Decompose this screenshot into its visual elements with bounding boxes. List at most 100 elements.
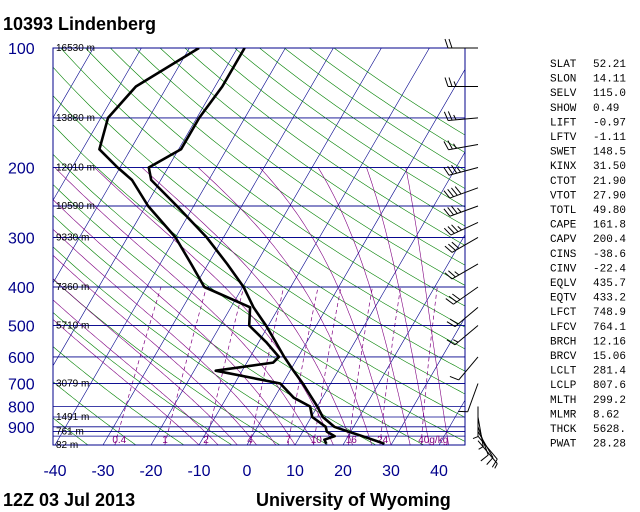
index-value: 807.6 — [593, 380, 626, 392]
index-value: -38.6 — [593, 249, 626, 261]
pressure-tick-label: 200 — [8, 161, 35, 178]
index-value: -22.4 — [593, 263, 626, 275]
wind-barb — [443, 186, 479, 199]
index-value: 433.2 — [593, 293, 626, 305]
dewpoint-profile — [98, 48, 337, 445]
pressure-tick-label: 400 — [8, 280, 35, 297]
index-name: LFTV — [550, 132, 577, 144]
index-name: BRCH — [550, 336, 576, 348]
index-name: CTOT — [550, 176, 577, 188]
station-title: 10393 Lindenberg — [3, 14, 156, 34]
index-name: EQLV — [550, 278, 577, 290]
mixing-ratio-label: 2 — [203, 435, 209, 446]
wind-barb — [443, 140, 479, 151]
height-label: 16530 m — [56, 43, 95, 54]
index-value: 148.5 — [593, 147, 626, 159]
isotherm-line — [53, 48, 238, 367]
plot-frame — [52, 47, 466, 446]
index-name: SLON — [550, 74, 576, 86]
wind-barb — [446, 325, 479, 346]
temperature-tick-label: -30 — [91, 463, 114, 480]
index-name: SLAT — [550, 59, 577, 71]
height-label: 1491 m — [56, 412, 89, 423]
index-value: 14.11 — [593, 74, 626, 86]
isotherm-line — [246, 68, 465, 445]
index-name: SELV — [550, 88, 577, 100]
index-name: MLMR — [550, 409, 577, 421]
wind-barb — [443, 111, 479, 122]
index-value: 28.28 — [593, 439, 626, 451]
index-value: 435.7 — [593, 278, 626, 290]
index-value: 27.90 — [593, 190, 626, 202]
index-name: PWAT — [550, 439, 577, 451]
wind-barb — [444, 77, 478, 87]
wind-barb — [477, 440, 498, 469]
dry-adiabat-line — [53, 95, 465, 395]
index-name: CAPV — [550, 234, 577, 246]
mixing-ratio-label: 16 — [346, 435, 358, 446]
index-name: CINV — [550, 263, 577, 275]
pressure-tick-label: 700 — [8, 377, 35, 394]
isotherm-line — [294, 151, 465, 445]
index-name: VTOT — [550, 190, 577, 202]
wind-barbs — [443, 38, 498, 469]
index-value: 0.49 — [593, 103, 619, 115]
mixing-ratio-label: 0.4 — [112, 435, 126, 446]
index-value: 299.2 — [593, 395, 626, 407]
temperature-tick-label: -40 — [43, 463, 66, 480]
index-value: 5628. — [593, 424, 626, 436]
index-value: 200.4 — [593, 234, 626, 246]
height-label: 13880 m — [56, 113, 95, 124]
moist-adiabat-line — [53, 228, 277, 445]
dry-adiabat-line — [53, 66, 465, 372]
pressure-tick-label: 800 — [8, 400, 35, 417]
index-value: -1.11 — [593, 132, 626, 144]
index-name: SWET — [550, 147, 577, 159]
temperature-tick-label: -20 — [139, 463, 162, 480]
temperature-tick-label: -10 — [187, 463, 210, 480]
index-name: CINS — [550, 249, 577, 261]
height-label: 10590 m — [56, 201, 95, 212]
isotherm-line — [54, 48, 286, 445]
index-value: 115.0 — [593, 88, 626, 100]
temperature-tick-label: 40 — [430, 463, 448, 480]
temperature-profile — [147, 48, 385, 445]
moist-adiabat-line — [53, 254, 257, 445]
wind-barb — [444, 236, 479, 253]
sounding-profiles — [98, 48, 385, 445]
dry-adiabat-line — [53, 246, 329, 445]
index-value: -0.97 — [593, 117, 626, 129]
index-name: SHOW — [550, 103, 577, 115]
moist-adiabat-line — [317, 167, 411, 445]
index-name: EQTV — [550, 293, 577, 305]
index-value: 161.8 — [593, 220, 626, 232]
index-name: CAPE — [550, 220, 577, 232]
index-value: 8.62 — [593, 409, 619, 421]
height-label: 7360 m — [56, 282, 89, 293]
isotherm-line — [53, 48, 142, 201]
isotherm-line — [53, 48, 190, 284]
source-credit: University of Wyoming — [256, 490, 451, 510]
height-label: 5710 m — [56, 320, 89, 331]
wind-barb — [472, 406, 479, 439]
index-name: LIFT — [550, 117, 577, 129]
wind-barb — [446, 306, 479, 328]
index-name: LCLP — [550, 380, 577, 392]
index-value: 12.16 — [593, 336, 626, 348]
pressure-tick-label: 600 — [8, 350, 35, 367]
wind-barb — [443, 165, 479, 176]
dry-adiabat-line — [234, 48, 465, 208]
temperature-tick-label: 0 — [243, 463, 252, 480]
stability-indices: SLAT 52.21 SLON 14.11 SELV 115.0 SHOW 0.49 LIFT -… — [550, 59, 626, 451]
isotherm-line — [150, 48, 382, 445]
mixing-ratio-label: 24 — [377, 435, 389, 446]
pressure-tick-label: 300 — [8, 230, 35, 247]
mixing-ratio-label: 10 — [311, 435, 323, 446]
index-value: 748.9 — [593, 307, 626, 319]
index-name: TOTL — [550, 205, 576, 217]
height-label: 12010 m — [56, 163, 95, 174]
index-name: BRCV — [550, 351, 577, 363]
height-label: 761 m — [56, 427, 84, 438]
wind-barb — [458, 383, 479, 413]
